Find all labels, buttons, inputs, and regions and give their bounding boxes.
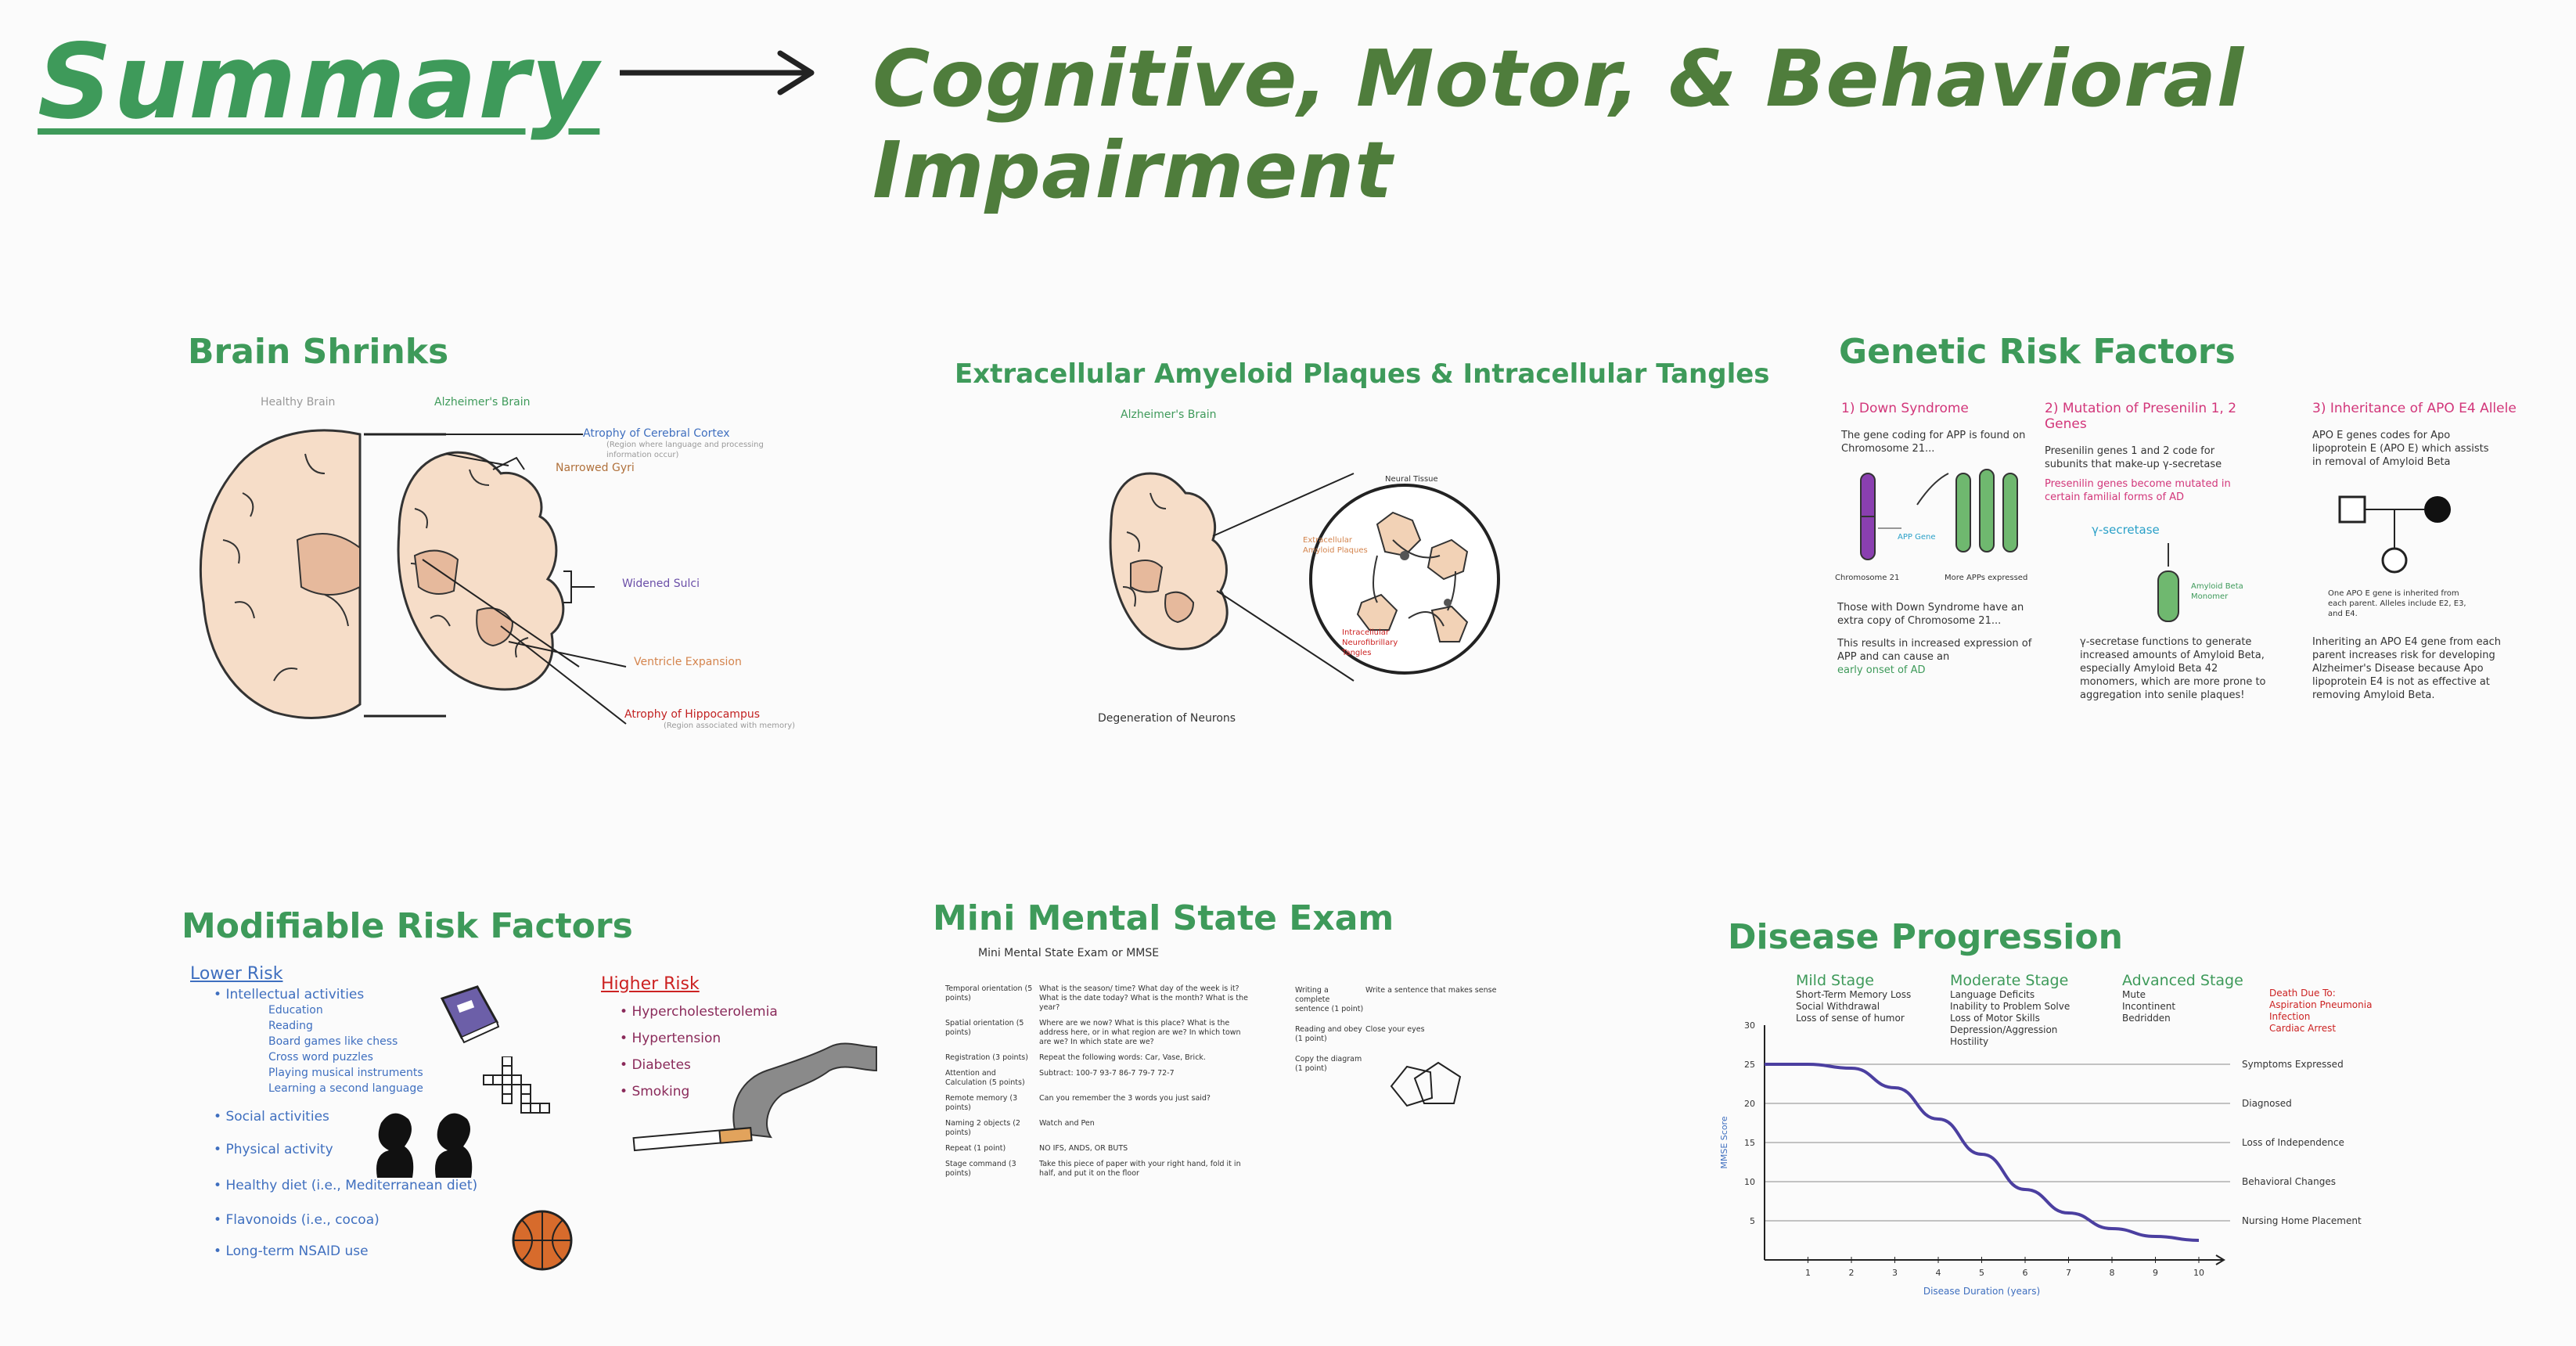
presenilin-text: γ-secretase functions to generate increa… [2080, 636, 2266, 701]
plaques-title: Extracellular Amyeloid Plaques & Intrace… [955, 358, 1770, 390]
y-axis-label: MMSE Score [1719, 1116, 1729, 1168]
brain-annotation-ventricle: Ventricle Expansion [634, 656, 742, 668]
basketball-icon [511, 1209, 574, 1272]
extracellular-plaques-label: Extracellular Amyloid Plaques [1303, 536, 1368, 555]
brain-comparison-illustration [188, 423, 829, 736]
pedigree-illustration [2336, 493, 2453, 579]
x-axis-label: Disease Duration (years) [1923, 1286, 2040, 1297]
pentagons-diagram [1376, 1055, 1470, 1117]
y-tick-label: 5 [1750, 1216, 1755, 1226]
x-tick-label: 3 [1892, 1268, 1898, 1278]
right-arrow-icon [617, 45, 823, 100]
y-tick-label: 25 [1744, 1060, 1755, 1070]
x-tick-label: 10 [2193, 1268, 2204, 1278]
intracellular-tangles-label: Intracellular Neurofibrillary Tangles [1342, 628, 1398, 657]
mmse-subtitle: Mini Mental State Exam or MMSE [978, 947, 1160, 959]
higher-risk-list: Higher Risk • Hypercholesterolemia • Hyp… [601, 974, 778, 1099]
x-tick-label: 9 [2153, 1268, 2158, 1278]
plaques-brain-label: Alzheimer's Brain [1121, 408, 1217, 421]
social-people-icon [362, 1107, 479, 1178]
alz-brain-label: Alzheimer's Brain [434, 396, 531, 408]
y-tick-label: 30 [1744, 1020, 1755, 1031]
reference-line-label: Behavioral Changes [2242, 1176, 2336, 1187]
modifiable-risk-title: Modifiable Risk Factors [182, 906, 633, 946]
summary-title: Summary [38, 22, 600, 142]
y-tick-label: 15 [1744, 1138, 1755, 1148]
genetic-risk-title: Genetic Risk Factors [1839, 332, 2236, 372]
reference-line-label: Loss of Independence [2242, 1137, 2344, 1148]
cigarette-smoke-icon [626, 1039, 884, 1157]
chromosome-illustration [1855, 458, 2042, 575]
reference-line-label: Nursing Home Placement [2242, 1215, 2362, 1226]
x-tick-label: 2 [1849, 1268, 1855, 1278]
presenilin-column: 2) Mutation of Presenilin 1, 2 Genes Pre… [2045, 401, 2237, 537]
book-icon [434, 983, 505, 1045]
neural-tissue-label: Neural Tissue [1385, 475, 1438, 484]
mmse-table: Temporal orientation (5 points) What is t… [945, 984, 1248, 1178]
brain-annotation-hippocampus: Atrophy of Hippocampus (Region associate… [624, 708, 796, 730]
chromosome-21-label: Chromosome 21 [1835, 574, 1900, 582]
crossword-icon [479, 1056, 565, 1127]
down-syndrome-column: 1) Down Syndrome The gene coding for APP… [1841, 401, 2026, 455]
mmse-title: Mini Mental State Exam [933, 898, 1394, 938]
lower-risk-list: Lower Risk • Intellectual activities Edu… [190, 964, 478, 1259]
stage-mild: Mild Stage Short-Term Memory Loss Social… [1796, 972, 1912, 1024]
brain-shrinks-title: Brain Shrinks [188, 332, 449, 372]
x-tick-label: 8 [2110, 1268, 2115, 1278]
y-tick-label: 20 [1744, 1099, 1755, 1109]
mmse-progression-chart: Symptoms Expressed Diagnosed Loss of Indep… [1706, 1010, 2410, 1307]
app-gene-label: APP Gene [1898, 533, 1936, 542]
pedigree-note: One APO E gene is inherited from each pa… [2328, 589, 2466, 618]
amyloid-beta-illustration [2152, 540, 2183, 626]
y-tick-label: 10 [1744, 1177, 1755, 1187]
x-tick-label: 4 [1936, 1268, 1941, 1278]
apoe-text: Inheriting an APO E4 gene from each pare… [2312, 636, 2502, 701]
apoe-column: 3) Inheritance of APO E4 Allele APO E ge… [2312, 401, 2517, 468]
x-tick-label: 1 [1805, 1268, 1811, 1278]
brain-annotation-gyri: Narrowed Gyri [556, 462, 635, 474]
brain-annotation-sulci: Widened Sulci [622, 578, 700, 590]
degeneration-label: Degeneration of Neurons [1098, 712, 1236, 725]
death-causes: Death Due To: Aspiration Pneumonia Infec… [2269, 988, 2373, 1034]
healthy-brain-label: Healthy Brain [261, 396, 336, 408]
x-tick-label: 6 [2023, 1268, 2028, 1278]
mmse-table-right: Writing a complete sentence (1 point) Wri… [1295, 986, 1497, 1073]
x-tick-label: 5 [1979, 1268, 1984, 1278]
plaques-illustration [1096, 462, 1502, 696]
reference-line-label: Symptoms Expressed [2242, 1059, 2344, 1070]
x-tick-label: 7 [2066, 1268, 2071, 1278]
main-title: Cognitive, Motor, & Behavioral Impairmen… [872, 33, 2245, 216]
down-syndrome-text: Those with Down Syndrome have an extra c… [1837, 602, 2032, 676]
stage-advanced: Advanced Stage Mute Incontinent Bedridde… [2122, 972, 2243, 1024]
amyloid-beta-monomer-label: Amyloid Beta Monomer [2191, 582, 2243, 601]
stage-moderate: Moderate Stage Language Deficits Inabili… [1950, 972, 2071, 1047]
mmse-decline-line [1765, 1063, 2200, 1242]
x-axis-arrow-icon [2215, 1254, 2225, 1265]
more-app-label: More APPs expressed [1945, 574, 2028, 582]
reference-line-label: Diagnosed [2242, 1098, 2292, 1109]
brain-annotation-cortex: Atrophy of Cerebral Cortex (Region where… [583, 427, 764, 459]
disease-progression-title: Disease Progression [1728, 917, 2123, 957]
